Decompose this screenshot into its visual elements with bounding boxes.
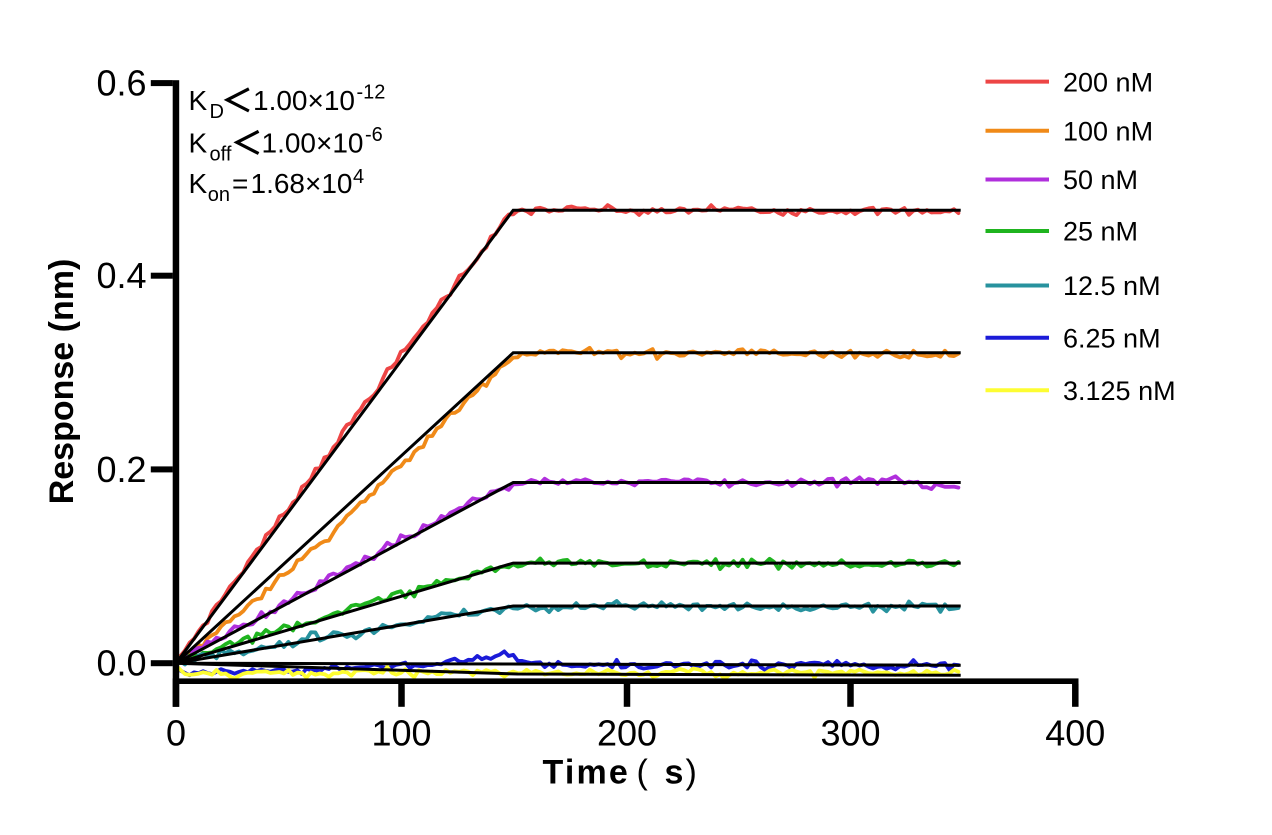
svg-text:(: (	[637, 754, 649, 792]
svg-text:0.0: 0.0	[96, 643, 146, 684]
svg-text:100: 100	[371, 713, 431, 754]
svg-text:on: on	[208, 184, 230, 206]
svg-text:0.4: 0.4	[96, 255, 146, 296]
svg-text:-12: -12	[357, 82, 386, 104]
svg-text:200 nM: 200 nM	[1063, 67, 1153, 97]
svg-text:25 nM: 25 nM	[1063, 217, 1138, 247]
svg-text:1.00×10: 1.00×10	[253, 85, 355, 116]
svg-text:=: =	[232, 168, 248, 199]
svg-text:0: 0	[166, 713, 186, 754]
svg-text:Time: Time	[543, 754, 631, 792]
svg-text:6.25 nM: 6.25 nM	[1063, 324, 1161, 354]
svg-text:1.68×10: 1.68×10	[251, 168, 353, 199]
svg-text:1.00×10: 1.00×10	[262, 128, 364, 159]
svg-text:K: K	[189, 85, 208, 116]
svg-text:s: s	[665, 754, 684, 792]
svg-text:Response (nm): Response (nm)	[43, 259, 81, 505]
svg-text:300: 300	[820, 713, 880, 754]
svg-text:K: K	[189, 128, 208, 159]
svg-text:-6: -6	[365, 124, 383, 146]
svg-text:50 nM: 50 nM	[1063, 165, 1138, 195]
svg-text:12.5 nM: 12.5 nM	[1063, 271, 1161, 301]
svg-text:4: 4	[353, 166, 364, 188]
svg-text:400: 400	[1045, 713, 1105, 754]
svg-text:200: 200	[597, 713, 657, 754]
svg-text:0.6: 0.6	[96, 63, 146, 104]
svg-text:off: off	[210, 144, 232, 166]
svg-text:): )	[686, 754, 697, 792]
svg-text:0.2: 0.2	[96, 449, 146, 490]
svg-text:D: D	[210, 101, 224, 123]
svg-text:K: K	[189, 168, 208, 199]
svg-text:3.125 nM: 3.125 nM	[1063, 376, 1176, 406]
svg-text:100 nM: 100 nM	[1063, 116, 1153, 146]
